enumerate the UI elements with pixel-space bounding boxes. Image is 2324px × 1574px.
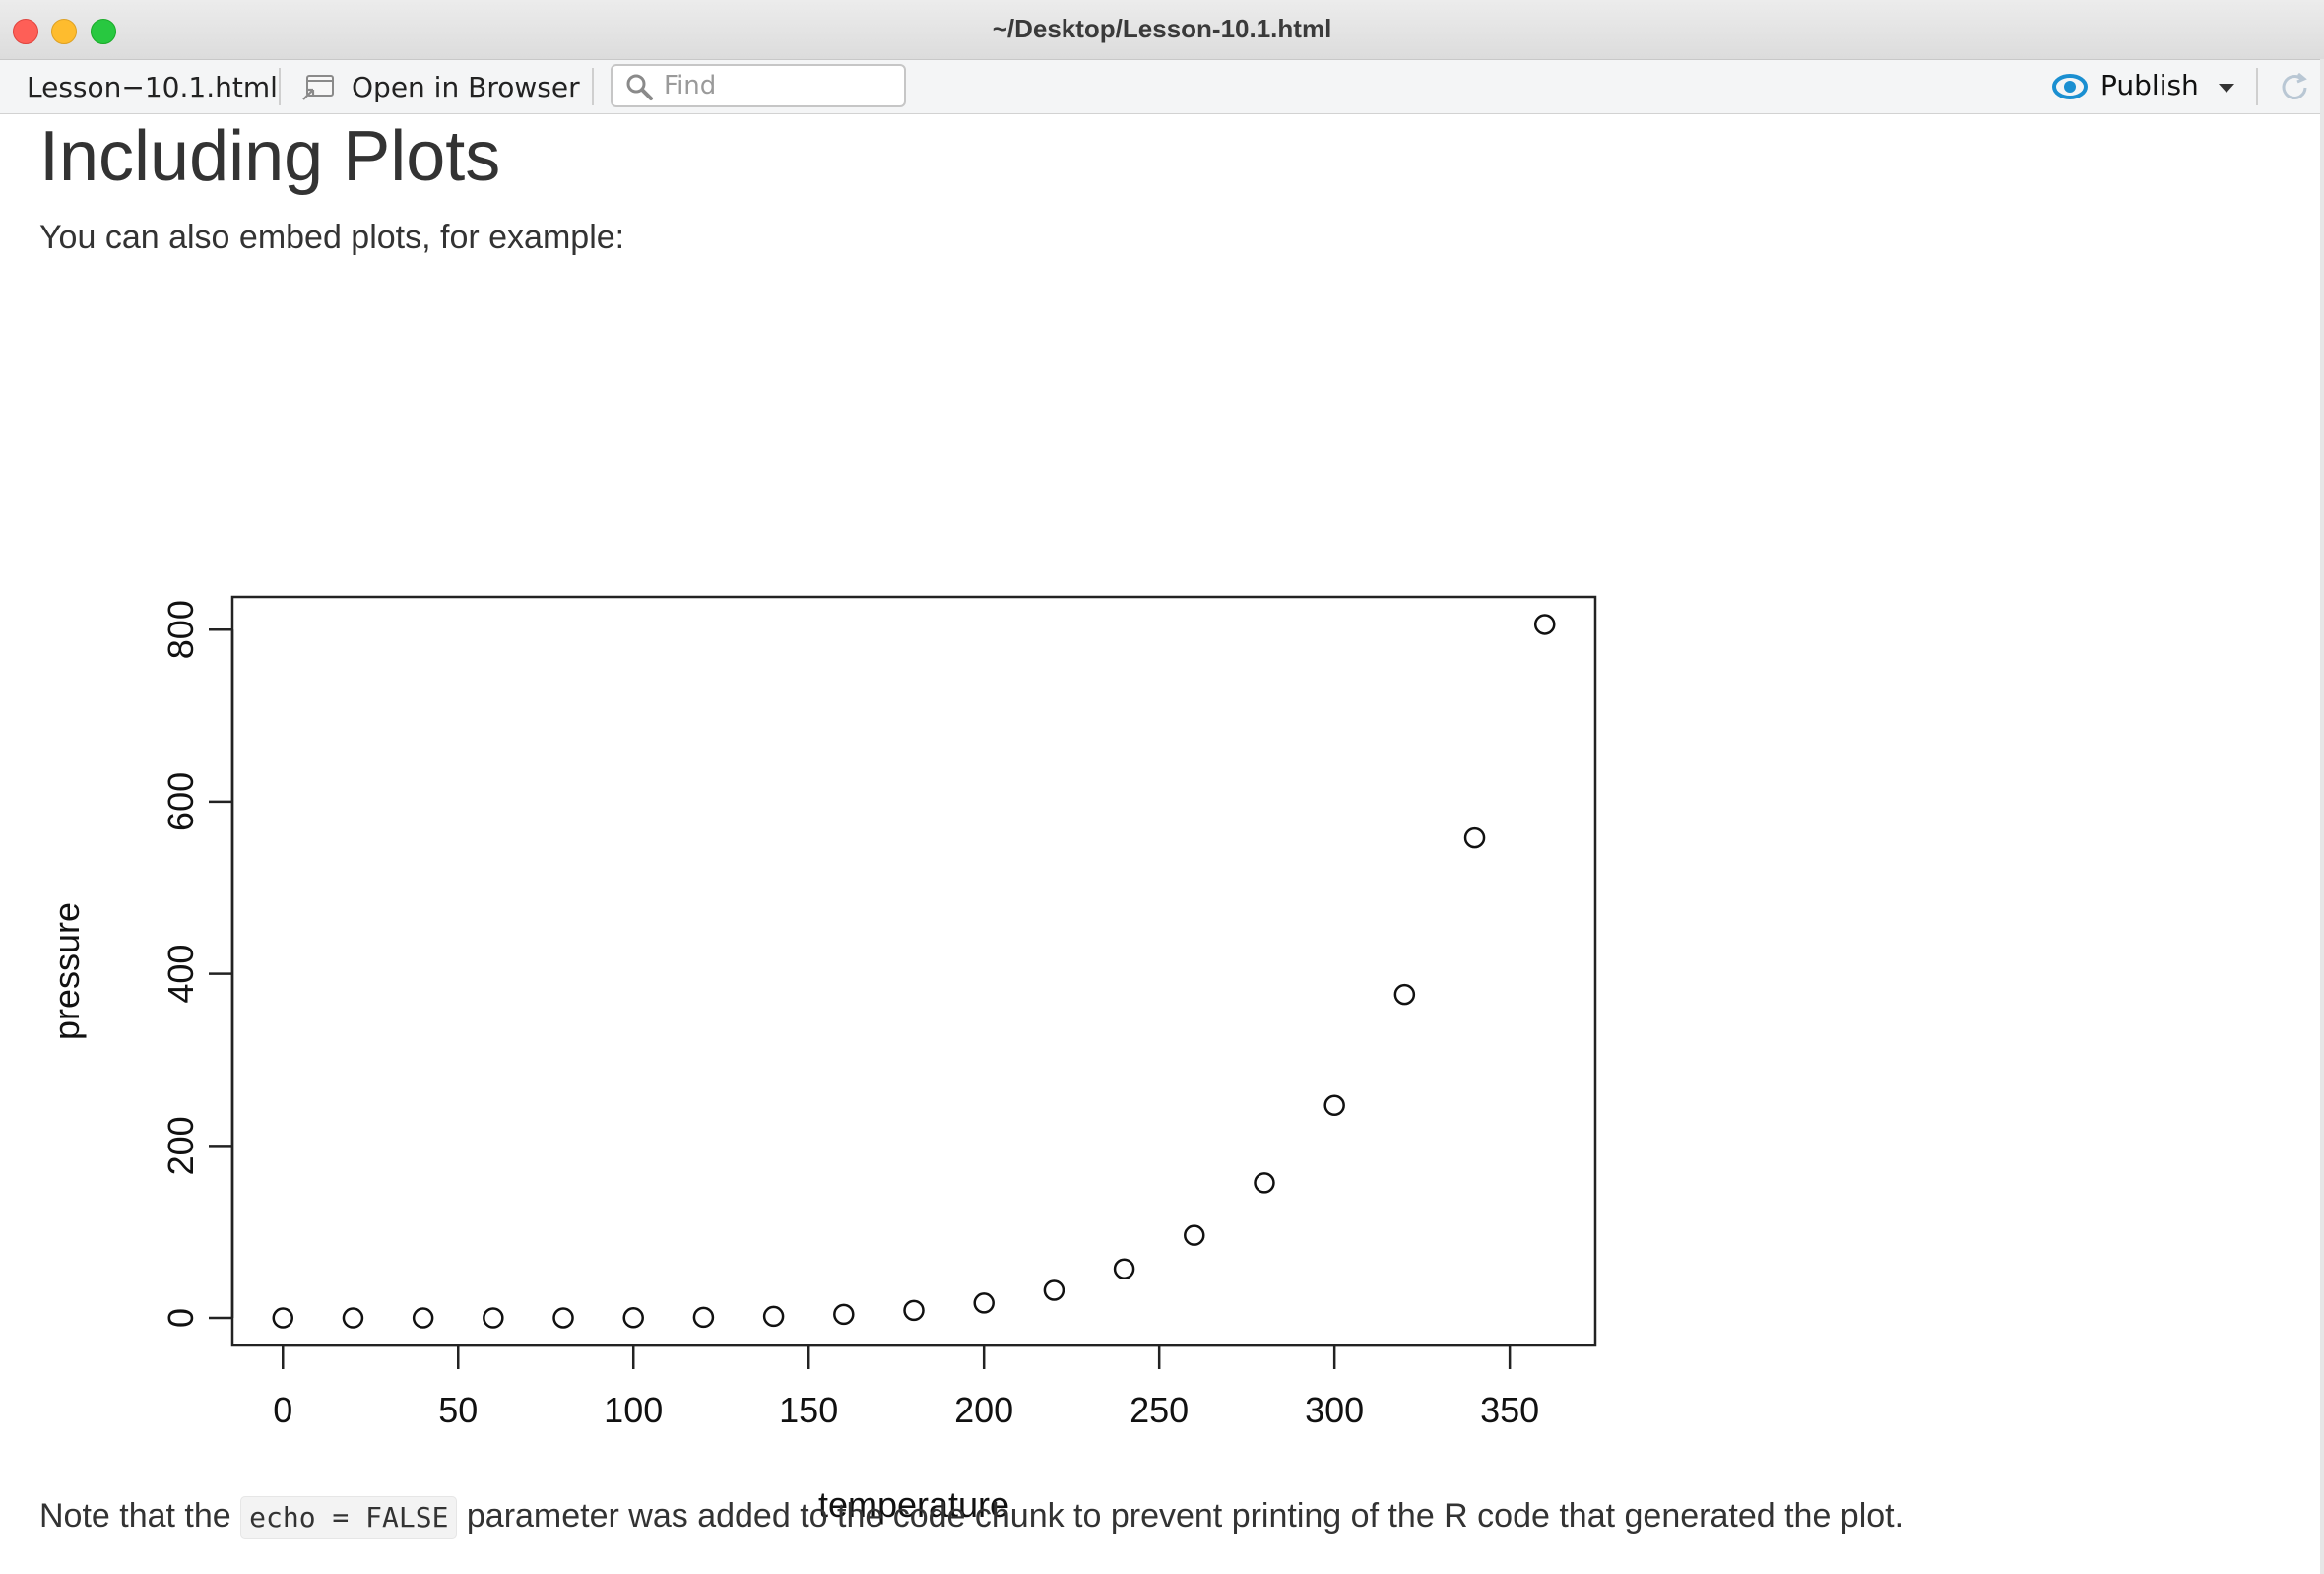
data-point (552, 1307, 574, 1329)
search-icon (626, 74, 653, 100)
toolbar-divider (2256, 68, 2258, 105)
pressure-scatter-plot: 0 50 100 150 200 250 300 350 0 200 400 600 800 temp… (46, 595, 1597, 1525)
data-point (973, 1292, 995, 1314)
x-tick-label: 350 (1480, 1390, 1539, 1430)
window-title: ~/Desktop/Lesson-10.1.html (992, 14, 1332, 43)
x-tick-label: 300 (1305, 1390, 1364, 1430)
x-tick-label: 250 (1130, 1390, 1189, 1430)
close-window-button[interactable] (13, 19, 38, 44)
x-tick-label: 0 (273, 1390, 292, 1430)
data-point (483, 1307, 504, 1329)
open-in-browser-icon[interactable] (301, 74, 335, 101)
data-point (692, 1306, 715, 1329)
y-tick-label: 800 (161, 600, 201, 659)
plot-frame (230, 595, 1597, 1347)
data-point (1533, 614, 1556, 635)
data-point (1043, 1279, 1065, 1301)
inline-code: echo = FALSE (240, 1496, 458, 1539)
data-point (272, 1307, 294, 1329)
open-in-browser-button[interactable]: Open in Browser (352, 71, 580, 103)
y-tick-label: 400 (161, 945, 201, 1004)
data-point (342, 1307, 364, 1329)
data-point (1393, 983, 1416, 1006)
note-paragraph: Note that the echo = FALSE parameter was… (39, 1496, 1904, 1539)
data-point (1254, 1172, 1275, 1194)
data-point (1184, 1224, 1205, 1246)
y-tick-label: 600 (161, 772, 201, 831)
data-point (903, 1299, 925, 1322)
data-point (1113, 1258, 1135, 1280)
x-tick-label: 100 (604, 1390, 663, 1430)
toolbar-divider (592, 68, 594, 105)
data-point (622, 1307, 644, 1329)
x-tick-label: 50 (438, 1390, 478, 1430)
x-tick-label: 150 (779, 1390, 838, 1430)
page-title: Including Plots (39, 117, 501, 196)
data-point (762, 1305, 785, 1328)
data-point (412, 1307, 434, 1329)
x-axis: 0 50 100 150 200 250 300 350 (273, 1344, 1539, 1430)
window-titlebar: ~/Desktop/Lesson-10.1.html (0, 0, 2324, 60)
y-axis-label: pressure (46, 902, 87, 1040)
publish-button[interactable]: Publish (2100, 69, 2199, 101)
find-input[interactable] (662, 69, 894, 102)
window-right-edge (2320, 59, 2324, 1574)
document-viewer[interactable]: Including Plots You can also embed plots… (0, 114, 2322, 1574)
maximize-window-button[interactable] (91, 19, 116, 44)
publish-menu-caret[interactable] (2219, 84, 2234, 93)
publish-icon[interactable] (2050, 72, 2090, 101)
refresh-icon[interactable] (2277, 70, 2312, 105)
intro-paragraph: You can also embed plots, for example: (39, 219, 625, 256)
data-point (1323, 1094, 1345, 1117)
find-box[interactable] (611, 64, 906, 107)
toolbar-divider (279, 68, 281, 105)
file-name-label: Lesson−10.1.html (27, 71, 278, 103)
y-axis: 0 200 400 600 800 (161, 600, 234, 1328)
data-point (1463, 826, 1486, 849)
minimize-window-button[interactable] (51, 19, 77, 44)
y-tick-label: 200 (161, 1116, 201, 1175)
note-text-start: Note that the (39, 1497, 241, 1535)
viewer-toolbar: Lesson−10.1.html Open in Browser Publish (0, 60, 2324, 114)
data-point (833, 1303, 855, 1326)
x-axis-label: temperature (818, 1484, 1009, 1525)
x-tick-label: 200 (954, 1390, 1013, 1430)
data-points (272, 614, 1556, 1329)
y-tick-label: 0 (161, 1308, 201, 1328)
note-text-end: parameter was added to the code chunk to… (457, 1497, 1904, 1535)
